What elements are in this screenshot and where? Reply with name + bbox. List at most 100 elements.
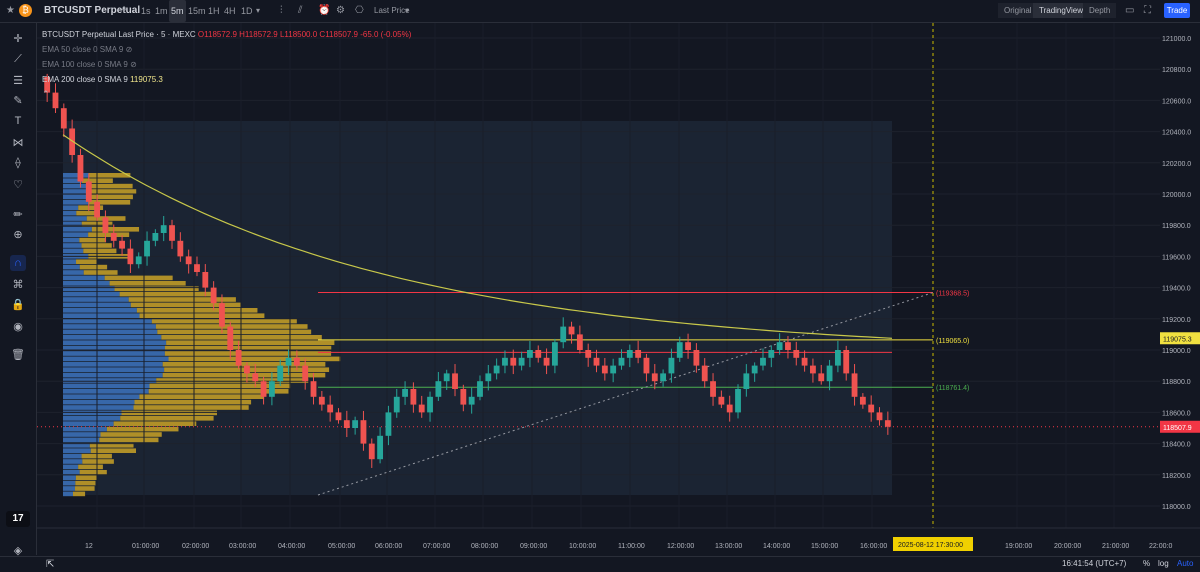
price-tick-label: 121000.0	[1162, 36, 1191, 43]
profile-bar-up	[63, 465, 78, 470]
eye-off-icon[interactable]: ⊘	[130, 60, 137, 69]
price-chart[interactable]: (119368.5)(119065.0)(118761.4) 121000.01…	[37, 23, 1200, 555]
view-depth[interactable]: Depth	[1083, 3, 1116, 18]
alert-icon[interactable]: ⏰	[318, 0, 330, 22]
view-tradingview[interactable]: TradingView	[1033, 3, 1089, 18]
candle-body	[485, 373, 491, 381]
candle-body	[610, 366, 616, 374]
profile-bar-down	[80, 470, 107, 475]
tf-5m[interactable]: 5m	[169, 0, 186, 22]
candle-body	[652, 373, 658, 381]
chevron-down-icon[interactable]: ▾	[256, 0, 260, 22]
profile-bar-up	[63, 411, 122, 416]
ema50-label[interactable]: EMA 50 close 0 SMA 9	[42, 45, 123, 54]
settings-icon[interactable]: ⚙	[336, 0, 345, 22]
layout-icon[interactable]: ▭	[1125, 0, 1134, 22]
brush-icon[interactable]: ✎	[10, 93, 26, 109]
candle-body	[827, 366, 833, 382]
lock-icon[interactable]: 🔒	[10, 297, 26, 313]
collapse-legend-icon[interactable]: ⌃	[42, 89, 50, 99]
candle-type-icon[interactable]: ⫶	[280, 0, 283, 22]
percent-toggle[interactable]: %	[1143, 559, 1150, 568]
price-tick-label: 120600.0	[1162, 98, 1191, 105]
fib-icon[interactable]: ☰	[10, 73, 26, 89]
candle-body	[494, 366, 500, 374]
crosshair-icon[interactable]: ✛	[10, 31, 26, 47]
pencil-icon[interactable]: ✏	[10, 207, 26, 223]
crosshair-time-label: 2025-08-12 17:30:00	[898, 542, 963, 549]
price-tick-label: 118600.0	[1162, 410, 1191, 417]
tf-1h[interactable]: 1H	[206, 0, 222, 22]
candle-body	[94, 202, 100, 218]
text-icon[interactable]: T	[10, 113, 26, 129]
profile-bar-up	[63, 448, 91, 453]
camera-icon[interactable]: ⎔	[355, 0, 364, 22]
profile-bar-down	[139, 394, 264, 399]
profile-bar-down	[163, 373, 326, 378]
candle-body	[577, 334, 583, 350]
candle-body	[86, 182, 92, 202]
candle-body	[78, 155, 84, 182]
tf-1m[interactable]: 1m	[153, 0, 170, 22]
heart-icon[interactable]: ♡	[10, 177, 26, 193]
tf-1d[interactable]: 1D	[239, 0, 255, 22]
date-range-icon[interactable]: ⇱	[46, 559, 54, 570]
profile-bar-up	[63, 459, 82, 464]
candle-body	[352, 420, 358, 428]
magnet-icon[interactable]: ∩	[10, 255, 26, 271]
trade-button[interactable]: Trade	[1164, 3, 1190, 18]
candle-body	[269, 381, 275, 397]
chevron-down-icon[interactable]: ▾	[405, 0, 409, 22]
pattern-icon[interactable]: ⋈	[10, 135, 26, 151]
candle-body	[136, 256, 142, 264]
time-tick-label: 10:00:00	[569, 543, 596, 550]
chevron-down-icon[interactable]: ▾	[122, 0, 126, 22]
profile-bar-up	[63, 173, 89, 178]
profile-bar-down	[83, 249, 116, 254]
price-axis[interactable]: 121000.0 120800.0 120600.0 120400.0 120200.0…	[1160, 23, 1200, 528]
ema200-label[interactable]: EMA 200 close 0 SMA 9	[42, 75, 128, 84]
profile-bar-up	[63, 249, 83, 254]
price-tick-label: 118400.0	[1162, 442, 1191, 449]
indicators-icon[interactable]: ⫽	[298, 0, 302, 22]
time-tick-label: 06:00:00	[375, 543, 402, 550]
profile-bar-down	[75, 481, 95, 486]
eye-off-icon[interactable]: ⊘	[126, 45, 133, 54]
auto-toggle[interactable]: Auto	[1177, 559, 1193, 568]
profile-bar-down	[78, 465, 103, 470]
ruler-icon[interactable]: ⟠	[10, 155, 26, 171]
candle-body	[535, 350, 541, 358]
lock-draw-icon[interactable]: ⌘	[10, 277, 26, 293]
log-toggle[interactable]: log	[1158, 559, 1169, 568]
view-original[interactable]: Original	[998, 3, 1038, 18]
top-toolbar: ★ ₿ BTCUSDT Perpetual ▾ 1s 1m 5m 15m 1H …	[0, 0, 1200, 23]
ema100-label[interactable]: EMA 100 close 0 SMA 9	[42, 60, 128, 69]
eye-icon[interactable]: ◉	[10, 319, 26, 335]
time-tick-label: 01:00:00	[132, 543, 159, 550]
candle-body	[427, 397, 433, 413]
candle-body	[103, 217, 109, 233]
candle-body	[311, 381, 317, 397]
zoom-icon[interactable]: ⊕	[10, 227, 26, 243]
tf-4h[interactable]: 4H	[222, 0, 238, 22]
tf-1s[interactable]: 1s	[139, 0, 153, 22]
candle-body	[810, 366, 816, 374]
candle-body	[727, 405, 733, 413]
fullscreen-icon[interactable]: ⛶	[1144, 0, 1151, 22]
profile-bar-down	[156, 378, 308, 383]
tf-15m[interactable]: 15m	[186, 0, 208, 22]
profile-bar-up	[63, 319, 152, 324]
candle-body	[119, 241, 125, 249]
candle-body	[835, 350, 841, 366]
trash-icon[interactable]: 🗑	[10, 347, 26, 363]
profile-bar-down	[79, 238, 106, 243]
price-tick-label: 120800.0	[1162, 67, 1191, 74]
candle-body	[710, 381, 716, 397]
profile-bar-down	[140, 313, 265, 318]
star-icon[interactable]: ★	[6, 0, 15, 22]
profile-bar-down	[76, 259, 97, 264]
candle-body	[818, 373, 824, 381]
candle-body	[843, 350, 849, 373]
candle-body	[236, 350, 242, 366]
trend-line-icon[interactable]: ⟋	[10, 51, 26, 67]
